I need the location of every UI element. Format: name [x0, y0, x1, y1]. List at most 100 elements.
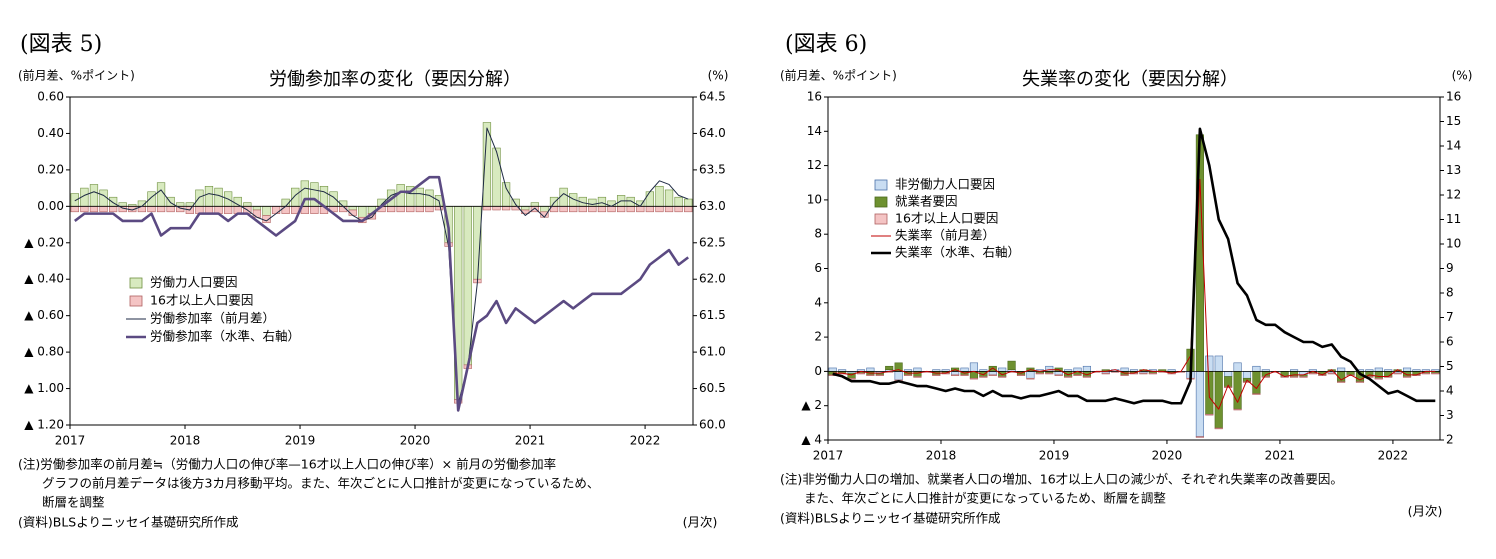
bar	[1355, 381, 1365, 383]
bar	[1224, 371, 1233, 377]
bar	[969, 377, 979, 380]
bar	[875, 374, 884, 376]
bar	[1252, 365, 1261, 372]
bar	[89, 184, 99, 207]
x-tick-label: 2021	[515, 434, 546, 448]
y-tick-label: ▲ 2	[801, 398, 822, 412]
y2-tick-label: 62.0	[699, 272, 726, 286]
x-tick-label: 2021	[1265, 449, 1296, 463]
bar	[1016, 374, 1026, 376]
bar	[386, 206, 396, 213]
bar	[1431, 372, 1440, 375]
bar	[176, 202, 185, 207]
bar	[1120, 367, 1129, 372]
bar	[1082, 376, 1091, 378]
bar	[1214, 427, 1223, 430]
y-tick-label: 10	[807, 192, 822, 206]
bar	[1035, 372, 1044, 375]
bar	[204, 185, 214, 207]
bar	[559, 206, 568, 213]
plot-frame	[69, 96, 694, 426]
legend-label: 失業率（水準、右軸）	[895, 245, 1020, 260]
bar	[425, 189, 434, 207]
bar	[903, 374, 913, 376]
bar	[1308, 372, 1317, 375]
x-tick-label: 2022	[630, 434, 661, 448]
bar	[645, 206, 655, 213]
bar	[856, 372, 866, 375]
bar	[482, 206, 492, 211]
bar	[1261, 376, 1270, 378]
bar	[1214, 371, 1223, 429]
y-tick-label: ▲ 1.00	[24, 381, 64, 395]
bar	[674, 206, 683, 213]
legend-label: 労働参加率（水準、右軸）	[150, 329, 300, 344]
bar	[960, 367, 969, 372]
bar	[147, 191, 156, 207]
bar	[559, 187, 568, 207]
legend-label: 非労働力人口要因	[895, 177, 995, 192]
bar	[1402, 376, 1412, 378]
bar	[597, 206, 607, 213]
x-axis-label: (月次)	[1408, 504, 1443, 519]
note: (注)非労働力人口の増加、就業者人口の増加、16才以上人口の減少が、それぞれ失業…	[780, 472, 1343, 487]
bar	[1346, 371, 1355, 376]
y2-tick-label: 5	[1446, 359, 1454, 373]
bar	[588, 206, 597, 213]
bar	[1148, 372, 1157, 375]
bar	[988, 374, 997, 376]
legend-swatch	[874, 213, 888, 225]
bar	[913, 367, 922, 372]
y2-tick-label: 8	[1446, 286, 1454, 300]
bar	[1233, 408, 1242, 411]
bar	[597, 196, 607, 207]
note: 断層を調整	[42, 495, 105, 510]
bar	[951, 374, 960, 376]
y-tick-label: 8	[814, 227, 822, 241]
y-tick-label: 6	[814, 261, 822, 275]
legend-swatch	[874, 179, 888, 191]
y2-axis-label: (%)	[1452, 69, 1473, 83]
y2-tick-label: 14	[1446, 139, 1461, 153]
bar	[979, 376, 988, 378]
bar	[262, 206, 271, 216]
bar	[1402, 367, 1412, 372]
bar	[406, 206, 415, 213]
bar	[1252, 371, 1261, 394]
bar	[1082, 365, 1091, 372]
bar	[828, 367, 837, 372]
y2-tick-label: 63.0	[699, 199, 726, 213]
legend-label: 失業率（前月差）	[895, 228, 995, 243]
bar	[645, 191, 655, 207]
bar	[1374, 377, 1383, 380]
chart-title: 失業率の変化（要因分解）	[1022, 69, 1238, 90]
legend-label: 労働参加率（前月差）	[150, 311, 275, 326]
bar	[960, 374, 969, 376]
bar	[1054, 374, 1063, 376]
x-tick-label: 2022	[1378, 449, 1409, 463]
bar	[866, 367, 875, 372]
y-tick-label: ▲ 0.40	[24, 272, 64, 286]
y-tick-label: ▲ 0.60	[24, 308, 64, 322]
bar	[1421, 372, 1430, 375]
bar	[118, 202, 127, 207]
bar	[998, 376, 1007, 378]
y-tick-label: 12	[807, 158, 822, 172]
y2-tick-label: 61.5	[699, 308, 726, 322]
bar	[1242, 371, 1252, 379]
x-tick-label: 2018	[170, 434, 201, 448]
bar	[108, 206, 118, 213]
bar	[1384, 371, 1393, 377]
bar	[1101, 372, 1110, 375]
bar	[1195, 371, 1204, 437]
bar	[932, 374, 941, 376]
x-tick-label: 2019	[1039, 449, 1070, 463]
bar	[89, 206, 99, 213]
figure-label: (図表 5)	[20, 32, 102, 57]
bar	[969, 362, 979, 372]
bar	[70, 206, 79, 213]
bar	[329, 191, 338, 207]
line	[832, 178, 1436, 410]
bar	[655, 206, 664, 213]
bar	[1242, 381, 1252, 383]
